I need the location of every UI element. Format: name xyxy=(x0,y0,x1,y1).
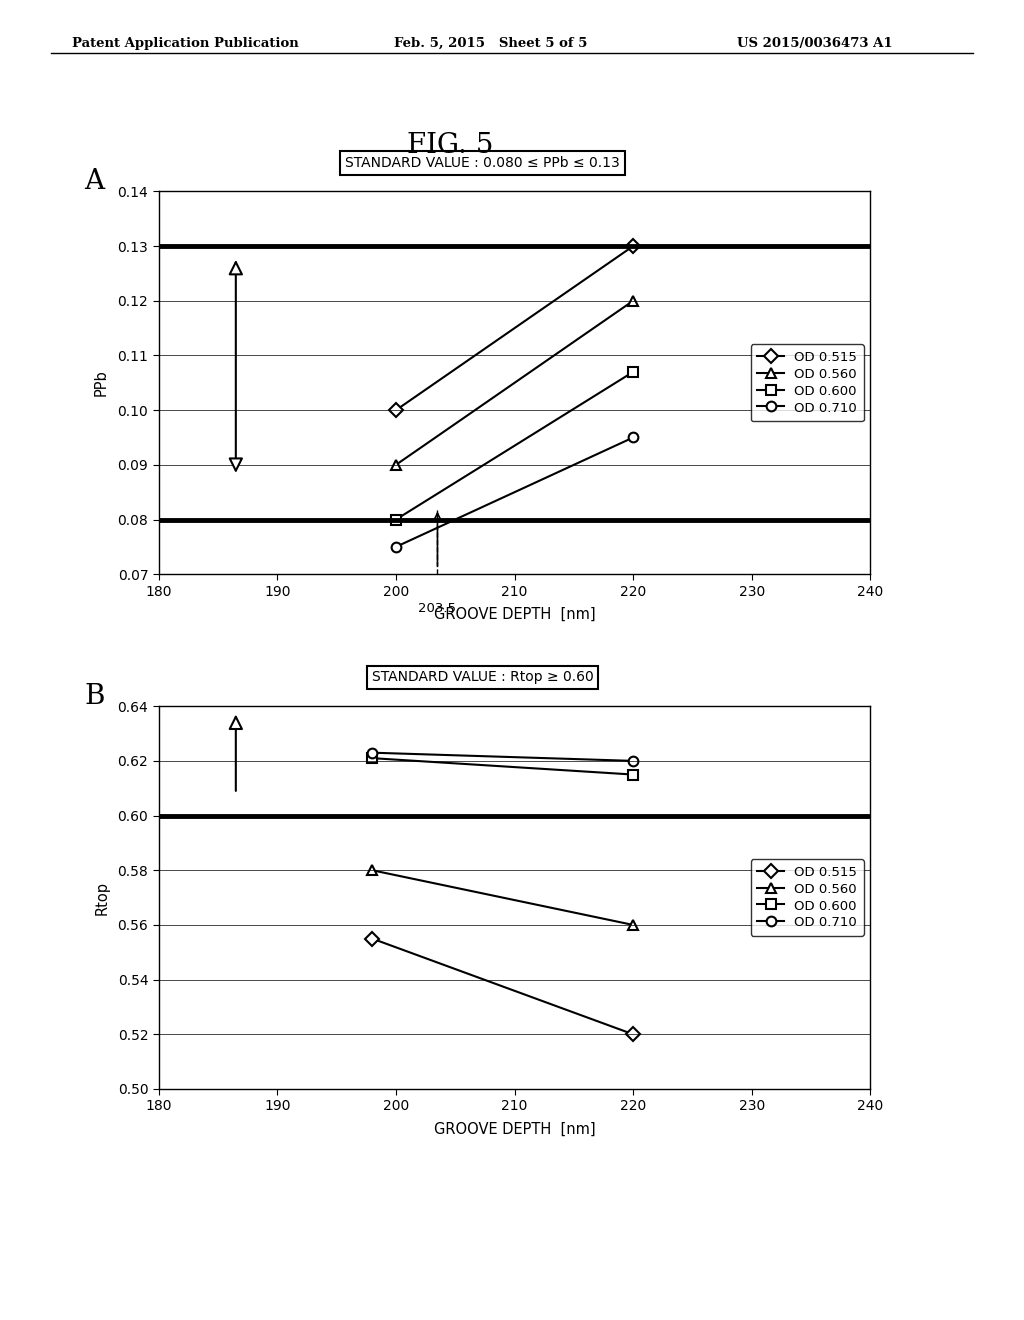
OD 0.560 xyxy=(390,457,402,473)
Text: 203.5: 203.5 xyxy=(419,602,457,615)
OD 0.515 xyxy=(627,238,639,253)
Line: OD 0.710: OD 0.710 xyxy=(391,433,638,552)
X-axis label: GROOVE DEPTH  [nm]: GROOVE DEPTH [nm] xyxy=(434,607,595,622)
OD 0.600 xyxy=(627,364,639,380)
OD 0.515 xyxy=(627,1027,639,1043)
OD 0.600 xyxy=(627,767,639,783)
Line: OD 0.710: OD 0.710 xyxy=(368,748,638,766)
OD 0.600 xyxy=(390,512,402,528)
Line: OD 0.515: OD 0.515 xyxy=(368,933,638,1039)
Text: Patent Application Publication: Patent Application Publication xyxy=(72,37,298,50)
OD 0.710 xyxy=(390,539,402,554)
OD 0.710 xyxy=(627,752,639,768)
OD 0.710 xyxy=(627,429,639,445)
Line: OD 0.560: OD 0.560 xyxy=(391,296,638,470)
Text: FIG. 5: FIG. 5 xyxy=(408,132,494,158)
Y-axis label: Rtop: Rtop xyxy=(94,880,110,915)
Legend: OD 0.515, OD 0.560, OD 0.600, OD 0.710: OD 0.515, OD 0.560, OD 0.600, OD 0.710 xyxy=(751,345,864,421)
OD 0.710 xyxy=(366,744,378,760)
Text: B: B xyxy=(84,684,104,710)
Text: Feb. 5, 2015   Sheet 5 of 5: Feb. 5, 2015 Sheet 5 of 5 xyxy=(394,37,588,50)
Text: A: A xyxy=(84,169,104,195)
Line: OD 0.560: OD 0.560 xyxy=(368,866,638,929)
OD 0.515 xyxy=(366,931,378,946)
Line: OD 0.515: OD 0.515 xyxy=(391,242,638,414)
Line: OD 0.600: OD 0.600 xyxy=(368,754,638,779)
Text: US 2015/0036473 A1: US 2015/0036473 A1 xyxy=(737,37,893,50)
OD 0.560 xyxy=(366,862,378,878)
OD 0.560 xyxy=(627,917,639,933)
Y-axis label: PPb: PPb xyxy=(94,370,110,396)
OD 0.560 xyxy=(627,293,639,309)
Text: STANDARD VALUE : Rtop ≥ 0.60: STANDARD VALUE : Rtop ≥ 0.60 xyxy=(372,671,594,685)
X-axis label: GROOVE DEPTH  [nm]: GROOVE DEPTH [nm] xyxy=(434,1122,595,1137)
Legend: OD 0.515, OD 0.560, OD 0.600, OD 0.710: OD 0.515, OD 0.560, OD 0.600, OD 0.710 xyxy=(751,859,864,936)
OD 0.515 xyxy=(390,403,402,418)
Line: OD 0.600: OD 0.600 xyxy=(391,367,638,524)
Text: STANDARD VALUE : 0.080 ≤ PPb ≤ 0.13: STANDARD VALUE : 0.080 ≤ PPb ≤ 0.13 xyxy=(345,156,620,170)
OD 0.600 xyxy=(366,750,378,766)
